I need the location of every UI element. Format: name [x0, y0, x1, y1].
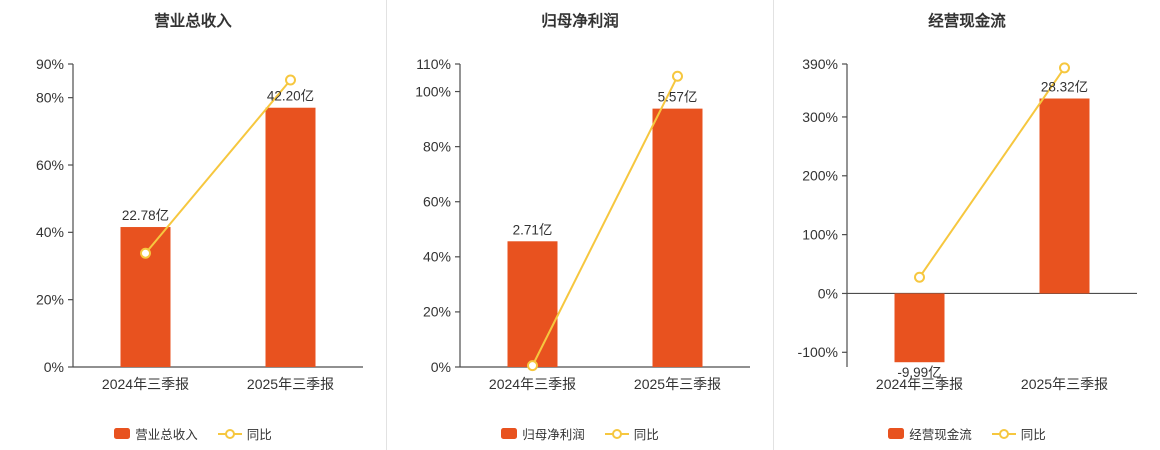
svg-text:40%: 40%: [36, 224, 64, 240]
revenue-chart-legend: 营业总收入 同比: [0, 424, 386, 443]
legend-label-yoy: 同比: [1020, 428, 1046, 442]
legend-label-yoy: 同比: [246, 428, 272, 442]
net-profit-chart-canvas[interactable]: 0% 20% 40% 60% 80% 100% 110% 2024年三季报 2025年三季报 2.…: [387, 32, 773, 424]
svg-text:22.78亿: 22.78亿: [122, 208, 169, 223]
legend-label-net-profit: 归母净利润: [522, 428, 585, 442]
cash-flow-chart-panel: 经营现金流 -100% 0% 100% 200% 300% 390% 2024年三季报 202…: [773, 0, 1160, 450]
net-profit-chart-legend: 归母净利润 同比: [387, 424, 773, 443]
legend-item-net-profit-yoy[interactable]: 同比: [604, 424, 659, 443]
legend-item-cash-flow-bar[interactable]: 经营现金流: [888, 424, 972, 443]
svg-text:-9.99亿: -9.99亿: [897, 365, 941, 380]
svg-text:2024年三季报: 2024年三季报: [102, 376, 189, 392]
svg-text:0%: 0%: [44, 359, 64, 375]
cash-flow-chart-canvas[interactable]: -100% 0% 100% 200% 300% 390% 2024年三季报 2025年三季报 -…: [774, 32, 1160, 424]
legend-item-cash-flow-yoy[interactable]: 同比: [991, 424, 1046, 443]
line-legend-swatch-icon: [991, 428, 1016, 439]
legend-item-net-profit-bar[interactable]: 归母净利润: [501, 424, 585, 443]
svg-text:200%: 200%: [802, 168, 838, 184]
svg-text:42.20亿: 42.20亿: [267, 89, 314, 104]
svg-text:0%: 0%: [431, 359, 451, 375]
net-profit-chart-title: 归母净利润: [541, 13, 619, 30]
svg-text:100%: 100%: [802, 226, 838, 242]
legend-label-revenue: 营业总收入: [135, 428, 198, 442]
svg-text:2025年三季报: 2025年三季报: [634, 376, 721, 392]
svg-text:90%: 90%: [36, 56, 64, 72]
legend-item-revenue-bar[interactable]: 营业总收入: [114, 424, 198, 443]
svg-text:2025年三季报: 2025年三季报: [247, 376, 334, 392]
legend-label-cash-flow: 经营现金流: [909, 428, 972, 442]
svg-text:2.71亿: 2.71亿: [513, 222, 553, 237]
cash-flow-chart-legend: 经营现金流 同比: [774, 424, 1160, 443]
svg-text:390%: 390%: [802, 56, 838, 72]
svg-text:28.32亿: 28.32亿: [1041, 80, 1088, 95]
svg-text:110%: 110%: [416, 56, 451, 72]
bar-legend-swatch-icon: [888, 428, 905, 439]
svg-text:0%: 0%: [818, 285, 838, 301]
svg-text:20%: 20%: [423, 304, 451, 320]
bar-legend-swatch-icon: [501, 428, 518, 439]
line-legend-swatch-icon: [217, 428, 242, 439]
svg-text:60%: 60%: [423, 194, 451, 210]
svg-text:40%: 40%: [423, 249, 451, 265]
svg-text:100%: 100%: [415, 83, 451, 99]
svg-text:80%: 80%: [36, 89, 64, 105]
svg-text:60%: 60%: [36, 157, 64, 173]
bar-legend-swatch-icon: [114, 428, 131, 439]
svg-text:-100%: -100%: [798, 344, 838, 360]
svg-text:20%: 20%: [36, 291, 64, 307]
svg-text:80%: 80%: [423, 138, 451, 154]
cash-flow-chart-title: 经营现金流: [928, 13, 1006, 30]
svg-text:2024年三季报: 2024年三季报: [489, 376, 576, 392]
revenue-chart-title: 营业总收入: [154, 13, 232, 30]
svg-text:300%: 300%: [802, 109, 838, 125]
svg-text:2024年三季报: 2024年三季报: [876, 376, 963, 392]
net-profit-chart-panel: 归母净利润 0% 20% 40% 60% 80% 100% 110% 2024年三季报 2025…: [386, 0, 773, 450]
svg-text:2025年三季报: 2025年三季报: [1021, 376, 1108, 392]
revenue-chart-canvas[interactable]: 0% 20% 40% 60% 80% 90% 2024年三季报 2025年三季报 22.78亿 4…: [0, 32, 386, 424]
svg-text:5.57亿: 5.57亿: [658, 90, 698, 105]
line-legend-swatch-icon: [604, 428, 629, 439]
legend-item-revenue-yoy[interactable]: 同比: [217, 424, 272, 443]
revenue-chart-panel: 营业总收入 0% 20% 40% 60% 80% 90% 2024年三季报 2025年三季报 2…: [0, 0, 386, 450]
legend-label-yoy: 同比: [633, 428, 659, 442]
